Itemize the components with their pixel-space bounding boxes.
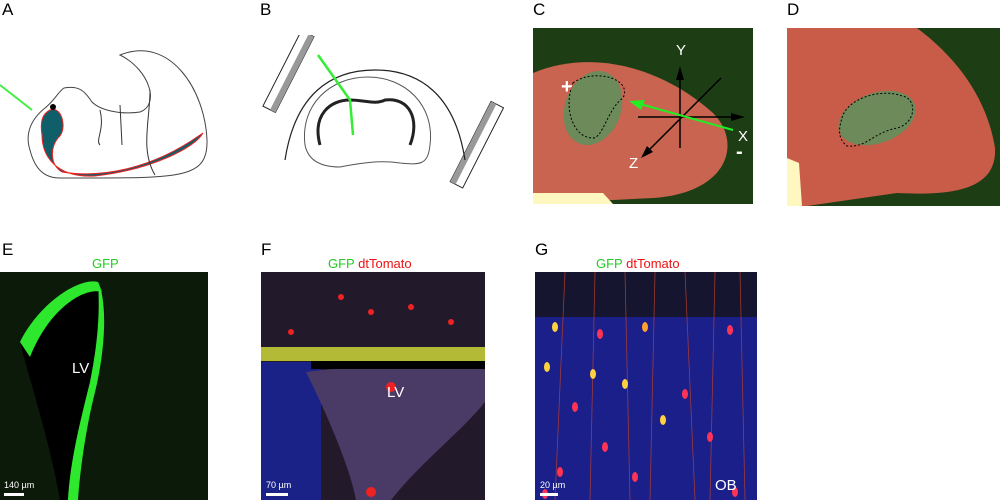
scalebar (266, 493, 288, 496)
scalebar (4, 493, 24, 496)
scalebar-label: 20 µm (540, 480, 566, 490)
panel-label-e: E (2, 240, 14, 259)
electrode-left (262, 35, 315, 114)
scalebar-label: 70 µm (266, 480, 292, 490)
injection-schematic (262, 35, 505, 189)
panel-label-d: D (787, 0, 800, 19)
region-label-ob: OB (715, 477, 737, 494)
channel-label-dttomato: dtTomato (358, 256, 412, 271)
channel-label-gfp: GFP (328, 256, 355, 271)
scalebar-label: 140 µm (4, 480, 35, 490)
axis-y-label: Y (676, 42, 687, 59)
scalebar (540, 493, 558, 496)
embryo-schematic (0, 50, 208, 179)
axis-z-label: Z (629, 155, 639, 172)
channel-label-dttomato: dtTomato (626, 256, 680, 271)
plus-sign: + (561, 76, 573, 98)
channel-labels: GFP dtTomato (328, 256, 412, 271)
micrograph-e: LV 140 µm (0, 272, 208, 500)
electrode-right (449, 100, 505, 189)
region-label-lv: LV (72, 360, 90, 377)
channel-label-gfp: GFP (92, 256, 119, 271)
panel-label-a: A (2, 0, 14, 19)
panel-label-c: C (533, 0, 546, 19)
axis-x-label: X (738, 128, 749, 145)
region-label-lv: LV (387, 384, 405, 401)
minus-sign: - (736, 141, 743, 163)
photo-embryo-head-d (787, 28, 1000, 206)
micrograph-f: LV 70 µm (261, 272, 485, 500)
panel-label-b: B (260, 0, 272, 19)
channel-labels: GFP dtTomato (596, 256, 680, 271)
channel-label-gfp: GFP (596, 256, 623, 271)
photo-embryo-head-c: Y X Z + - (533, 28, 753, 204)
panel-label-g: G (535, 240, 549, 259)
micrograph-g: OB 20 µm (535, 272, 757, 500)
panel-label-f: F (261, 240, 272, 259)
